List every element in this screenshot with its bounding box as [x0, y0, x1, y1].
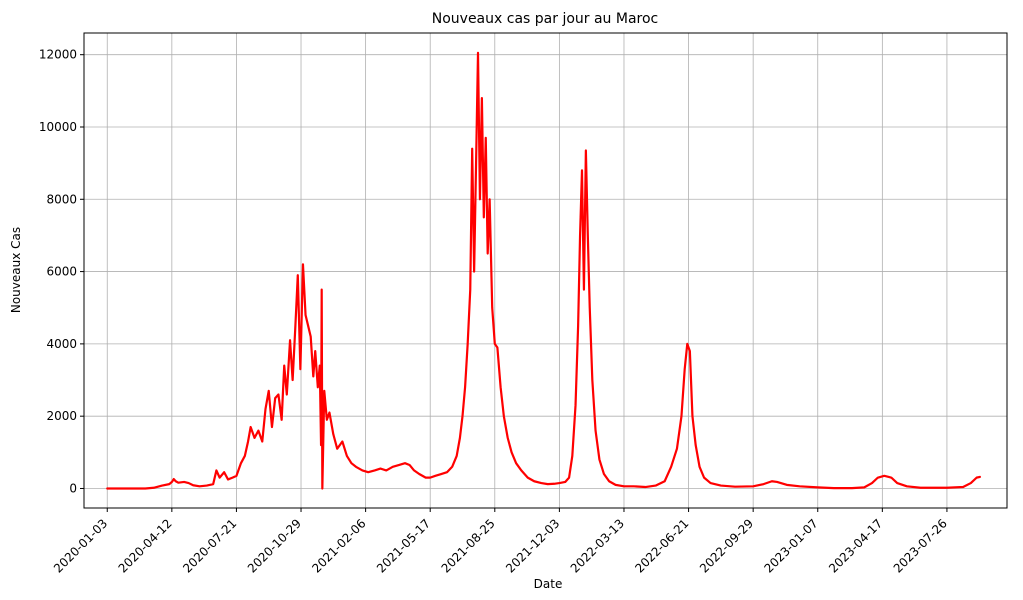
- y-tick-label: 2000: [46, 409, 77, 423]
- plot-frame: [83, 32, 1008, 509]
- y-tick-label: 6000: [46, 265, 77, 279]
- y-tick-label: 4000: [46, 337, 77, 351]
- chart-title: Nouveaux cas par jour au Maroc: [432, 11, 659, 27]
- grid: [84, 33, 1007, 508]
- y-tick-label: 8000: [46, 192, 77, 206]
- series-layer: [106, 51, 981, 490]
- x-axis-title: Date: [534, 577, 563, 591]
- y-tick-label: 10000: [39, 120, 77, 134]
- y-axis-title: Nouveaux Cas: [9, 227, 23, 313]
- y-tick-label: 0: [69, 481, 77, 495]
- y-tick-label: 12000: [39, 48, 77, 62]
- y-axis: 0 2000 4000 6000 8000 10000 12000: [39, 48, 84, 495]
- series-line: [106, 51, 981, 490]
